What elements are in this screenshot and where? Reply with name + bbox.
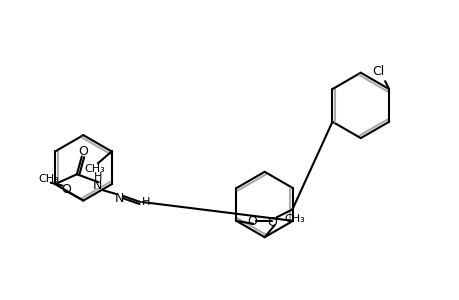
Text: O: O: [247, 215, 257, 228]
Text: CH₃: CH₃: [283, 214, 304, 224]
Text: O: O: [78, 145, 88, 158]
Text: O: O: [267, 216, 277, 229]
Text: H: H: [142, 197, 150, 207]
Text: N: N: [114, 192, 124, 205]
Text: CH₃: CH₃: [84, 164, 105, 174]
Text: H: H: [93, 172, 101, 182]
Text: N: N: [93, 179, 102, 192]
Text: Cl: Cl: [371, 65, 383, 78]
Text: O: O: [62, 183, 71, 196]
Text: CH₃: CH₃: [38, 174, 59, 184]
